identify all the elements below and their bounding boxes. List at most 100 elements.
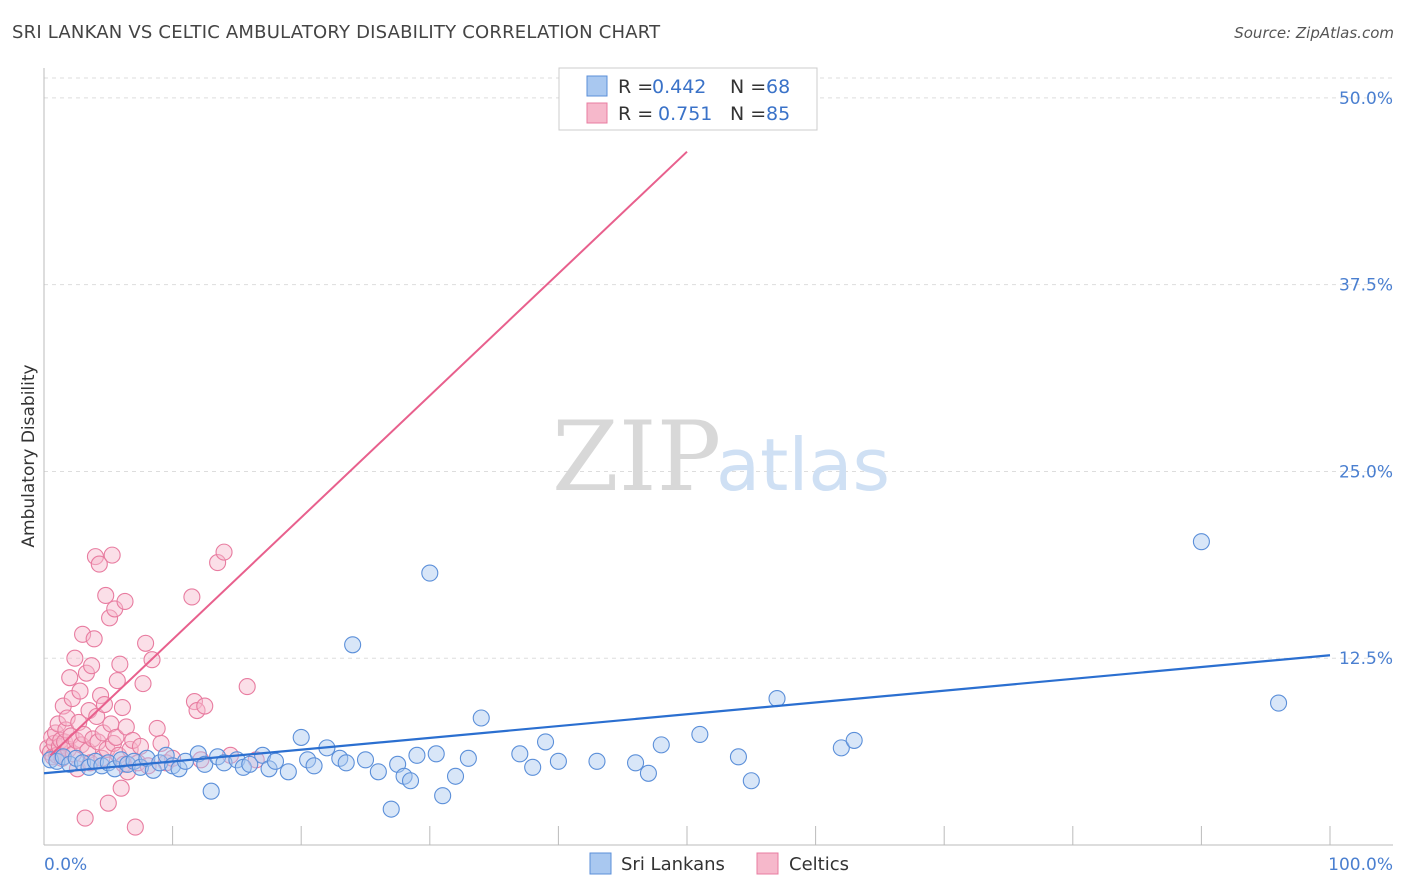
sri-lankans-point-60 xyxy=(639,764,657,782)
sri-lankans-point-26 xyxy=(215,754,233,772)
sri-lankans-point-68 xyxy=(1192,533,1210,551)
celtics-point-68 xyxy=(137,634,155,652)
celtics-point-20 xyxy=(66,649,84,667)
sri-lankans-point-23 xyxy=(196,755,214,773)
sri-lankans-point-53 xyxy=(472,709,490,727)
celtics-point-44 xyxy=(97,586,115,605)
x-tick-marks xyxy=(172,826,1331,845)
sri-lankans-point-49 xyxy=(427,745,445,763)
celtics-point-56 xyxy=(112,779,130,797)
legend-r-value-2: 0.751 xyxy=(658,103,712,125)
sri-lankans-point-63 xyxy=(729,748,747,766)
celtics-points xyxy=(39,543,265,836)
sri-lankans-point-6 xyxy=(80,758,98,776)
watermark-zip: ZIP xyxy=(552,401,721,513)
celtics-point-37 xyxy=(88,707,106,726)
source-label: Source: ZipAtlas.com xyxy=(1234,24,1394,42)
sri-lankans-point-48 xyxy=(421,564,439,582)
sri-lankans-point-33 xyxy=(279,763,297,781)
sri-lankans-point-3 xyxy=(61,755,79,773)
celtics-point-79 xyxy=(196,697,214,715)
legend-n-label-2: N = xyxy=(730,103,766,125)
legend-n-label-1: N = xyxy=(730,76,766,98)
sri-lankans-point-34 xyxy=(292,728,310,746)
celtics-point-67 xyxy=(134,675,152,693)
sri-lankans-point-0 xyxy=(41,751,59,769)
sri-lankans-point-65 xyxy=(768,690,786,708)
sri-lankans-point-55 xyxy=(524,758,542,776)
celtics-point-28 xyxy=(76,809,94,827)
sri-lankans-point-66 xyxy=(832,739,850,757)
celtics-point-52 xyxy=(107,728,125,746)
legend-r-label-2: R = xyxy=(618,103,653,125)
y-tick-label-1: 25.0% xyxy=(1339,462,1393,482)
sri-lankans-point-54 xyxy=(511,745,529,763)
sri-lankans-point-67 xyxy=(845,731,863,749)
y-tick-label-0: 12.5% xyxy=(1339,649,1393,669)
celtics-point-64 xyxy=(126,818,144,836)
sri-lankans-point-43 xyxy=(382,800,400,818)
celtics-point-71 xyxy=(148,719,166,738)
sri-lankans-point-50 xyxy=(434,787,452,805)
legend-box: R = 0.442 N = 68 R = 0.751 N = 85 xyxy=(558,67,818,131)
y-axis-label: Ambulatory Disability xyxy=(19,364,39,547)
sri-lankans-point-24 xyxy=(202,782,220,800)
sri-lankans-point-40 xyxy=(344,636,362,654)
celtics-point-16 xyxy=(61,669,79,687)
sri-lankans-point-69 xyxy=(1270,694,1288,712)
sri-lankans-point-36 xyxy=(305,757,323,775)
sri-lankans-point-51 xyxy=(446,767,465,785)
y-tick-label-2: 37.5% xyxy=(1339,276,1393,296)
sri-lankans-point-32 xyxy=(266,752,285,770)
sri-lankans-point-56 xyxy=(536,733,555,751)
legend-r-label-1: R = xyxy=(618,76,653,98)
celtics-point-83 xyxy=(238,678,256,696)
celtics-point-49 xyxy=(103,546,121,564)
celtics-point-39 xyxy=(90,555,108,573)
sri-lankans-point-29 xyxy=(241,755,259,773)
celtics-point-35 xyxy=(85,630,103,648)
sri-lankans-point-52 xyxy=(459,749,477,767)
sri-lankans-point-47 xyxy=(408,746,426,764)
celtics-point-27 xyxy=(75,725,93,743)
bottom-legend-swatch-pink xyxy=(756,852,779,875)
sri-lankans-point-62 xyxy=(691,725,709,743)
bottom-legend-label-sri-lankans: Sri Lankans xyxy=(621,854,725,875)
legend-n-value-2: 85 xyxy=(766,103,790,125)
chart-title: SRI LANKAN VS CELTIC AMBULATORY DISABILI… xyxy=(12,22,661,43)
sri-lankans-point-59 xyxy=(627,754,645,772)
legend-n-value-1: 68 xyxy=(766,76,790,98)
celtics-point-34 xyxy=(84,730,102,748)
celtics-trend-line xyxy=(49,150,688,757)
celtics-point-57 xyxy=(113,698,131,717)
celtics-point-24 xyxy=(71,682,89,700)
sri-lankans-point-46 xyxy=(401,772,420,790)
sri-lankans-point-18 xyxy=(157,746,175,764)
celtics-point-46 xyxy=(99,794,117,812)
y-tick-label-3: 50.0% xyxy=(1339,89,1393,109)
x-tick-label-min: 0.0% xyxy=(44,855,87,875)
sri-lankans-point-57 xyxy=(549,752,567,770)
bottom-legend-label-celtics: Celtics xyxy=(789,854,849,875)
grid-lines xyxy=(44,77,1393,659)
celtics-point-80 xyxy=(209,554,227,572)
celtics-point-47 xyxy=(101,609,119,627)
sri-lankans-point-39 xyxy=(337,754,355,772)
legend-swatch-blue xyxy=(586,75,608,97)
celtics-point-75 xyxy=(183,588,201,606)
bottom-legend-swatch-blue xyxy=(589,852,612,875)
sri-lankans-point-10 xyxy=(106,760,124,778)
sri-lankans-point-42 xyxy=(369,763,387,781)
celtics-point-33 xyxy=(83,657,101,675)
celtics-point-81 xyxy=(215,543,233,561)
celtics-point-53 xyxy=(108,672,126,690)
y-tick-labels: 12.5% 25.0% 37.5% 50.0% xyxy=(1339,89,1393,669)
sri-lankans-point-35 xyxy=(299,751,317,769)
legend-swatch-pink xyxy=(586,102,608,124)
sri-lankans-point-41 xyxy=(356,751,375,769)
celtics-point-40 xyxy=(92,687,110,705)
sri-lankans-point-58 xyxy=(588,752,606,770)
sri-lankans-points xyxy=(41,533,1288,818)
legend-r-value-1: 0.442 xyxy=(652,76,706,98)
